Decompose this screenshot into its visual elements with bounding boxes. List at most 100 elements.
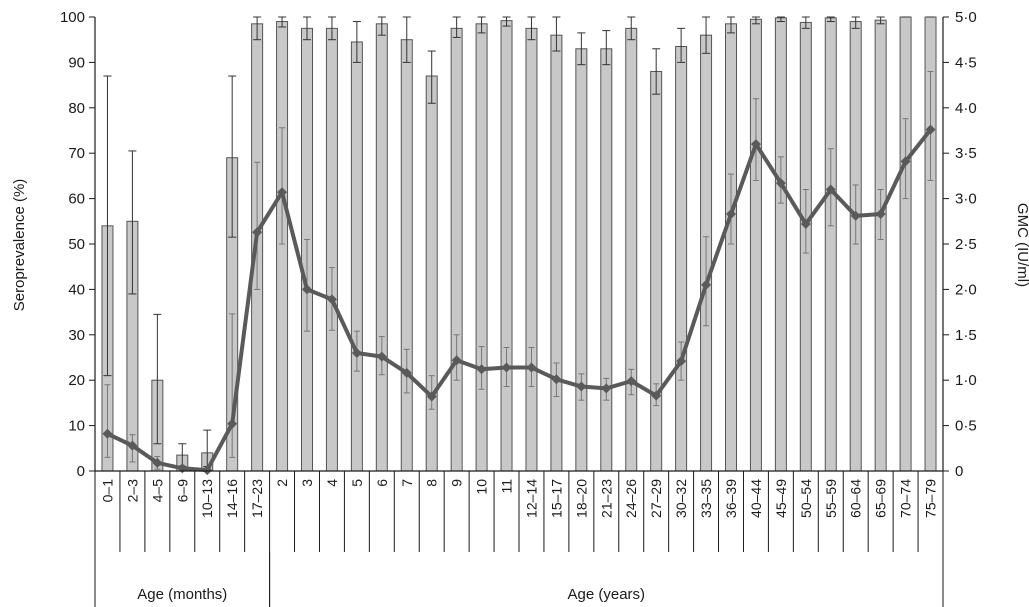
gmc-marker — [900, 156, 911, 167]
x-category-label: 55–59 — [823, 479, 839, 518]
gmc-marker — [102, 428, 113, 439]
x-category-label: 24–26 — [623, 479, 639, 518]
y2-tick-label: 4·0 — [955, 100, 977, 117]
gmc-marker — [576, 381, 587, 392]
x-category-label: 60–64 — [848, 479, 864, 518]
y-tick-label: 30 — [68, 327, 85, 344]
gmc-marker — [376, 351, 387, 362]
y-tick-label: 70 — [68, 145, 85, 162]
gmc-marker — [626, 376, 637, 387]
gmc-marker — [401, 367, 412, 378]
gmc-marker — [651, 390, 662, 401]
y2-tick-label: 0 — [955, 463, 963, 480]
x-category-label: 14–16 — [224, 479, 240, 518]
seroprevalence-bar — [475, 23, 488, 472]
y-tick-label: 60 — [68, 191, 85, 208]
x-category-label: 27–29 — [648, 479, 664, 518]
x-category-label: 0–1 — [99, 479, 115, 503]
x-category-label: 10–13 — [199, 479, 215, 518]
y-tick-label: 0 — [77, 463, 85, 480]
x-category-label: 50–54 — [798, 479, 814, 518]
gmc-marker — [701, 279, 712, 290]
y2-tick-label: 1·5 — [955, 327, 977, 344]
gmc-marker — [227, 418, 238, 429]
seroprevalence-bar — [650, 70, 663, 472]
gmc-marker — [451, 355, 462, 366]
x-category-label: 4–5 — [149, 479, 165, 503]
x-category-label: 45–49 — [773, 479, 789, 518]
gmc-marker — [326, 294, 337, 305]
gmc-marker — [351, 347, 362, 358]
seroprevalence-bar — [400, 39, 413, 472]
y2-tick-label: 2·5 — [955, 236, 977, 253]
x-category-label: 18–20 — [573, 479, 589, 518]
y2-tick-label: 3·0 — [955, 191, 977, 208]
x-category-label: 75–79 — [923, 479, 939, 518]
seroprevalence-bar — [675, 46, 688, 472]
y2-tick-label: 3·5 — [955, 145, 977, 162]
x-category-label: 5 — [349, 479, 365, 487]
y-tick-label: 20 — [68, 372, 85, 389]
x-category-label: 30–32 — [673, 479, 689, 518]
seroprevalence-bar — [350, 41, 363, 472]
x-category-label: 7 — [399, 479, 415, 487]
x-category-label: 6 — [374, 479, 390, 487]
gmc-marker — [676, 356, 687, 367]
gmc-marker — [925, 124, 936, 135]
seroprevalence-bar — [625, 27, 638, 472]
y2-tick-label: 2·0 — [955, 281, 977, 298]
x-category-label: 33–35 — [698, 479, 714, 518]
seroprevalence-bar — [725, 23, 737, 472]
seroprevalence-bar — [500, 20, 513, 472]
y2-tick-label: 5·0 — [955, 9, 977, 26]
x-category-label: 11 — [499, 479, 515, 494]
gmc-marker — [526, 362, 537, 373]
seroprevalence-bar — [575, 48, 588, 472]
x-category-label: 4 — [324, 479, 340, 487]
gmc-marker — [501, 362, 512, 373]
y-tick-label: 80 — [68, 100, 85, 117]
y-tick-label: 90 — [68, 54, 85, 71]
seroprevalence-bar — [550, 34, 563, 472]
x-category-label: 2 — [274, 479, 290, 487]
seroprevalence-bar — [600, 48, 613, 472]
gmc-marker — [551, 374, 562, 385]
x-category-label: 65–69 — [873, 479, 889, 518]
x-category-label: 2–3 — [124, 479, 140, 503]
y-tick-label: 100 — [60, 9, 85, 26]
x-category-label: 36–39 — [723, 479, 739, 518]
x-category-label: 70–74 — [898, 479, 914, 518]
gmc-marker — [302, 284, 312, 295]
gmc-marker — [476, 364, 487, 375]
gmc-marker — [127, 440, 138, 451]
gmc-marker — [726, 209, 736, 220]
group-label: Age (years) — [568, 586, 646, 603]
gmc-marker — [850, 210, 861, 221]
y-axis-title: Seroprevalence (%) — [11, 179, 28, 312]
y2-axis-title: GMC (IU/ml) — [1014, 203, 1029, 287]
y2-tick-label: 4·5 — [955, 54, 977, 71]
y-tick-label: 50 — [68, 236, 85, 253]
gmc-marker — [775, 178, 786, 189]
gmc-marker — [601, 383, 612, 394]
gmc-marker — [825, 184, 836, 195]
x-category-label: 8 — [424, 479, 440, 487]
seroprevalence-bar — [325, 27, 338, 472]
seroprevalence-bar — [425, 75, 438, 472]
seroprevalence-bar — [874, 19, 887, 472]
seroprevalence-bar — [375, 23, 388, 472]
x-category-label: 9 — [449, 479, 465, 487]
seroprevalence-bar — [899, 16, 912, 472]
y2-tick-label: 1·0 — [955, 372, 977, 389]
seroprevalence-bar — [450, 27, 463, 472]
seroprevalence-bar — [276, 21, 289, 472]
x-category-label: 6–9 — [174, 479, 190, 503]
x-category-label: 10 — [474, 479, 490, 495]
group-label: Age (months) — [137, 586, 227, 603]
seroprevalence-bar — [824, 17, 837, 472]
gmc-marker — [426, 391, 437, 402]
seroprevalence-bar — [849, 21, 862, 472]
gmc-marker — [202, 465, 213, 476]
seroprevalence-bar — [774, 17, 787, 472]
